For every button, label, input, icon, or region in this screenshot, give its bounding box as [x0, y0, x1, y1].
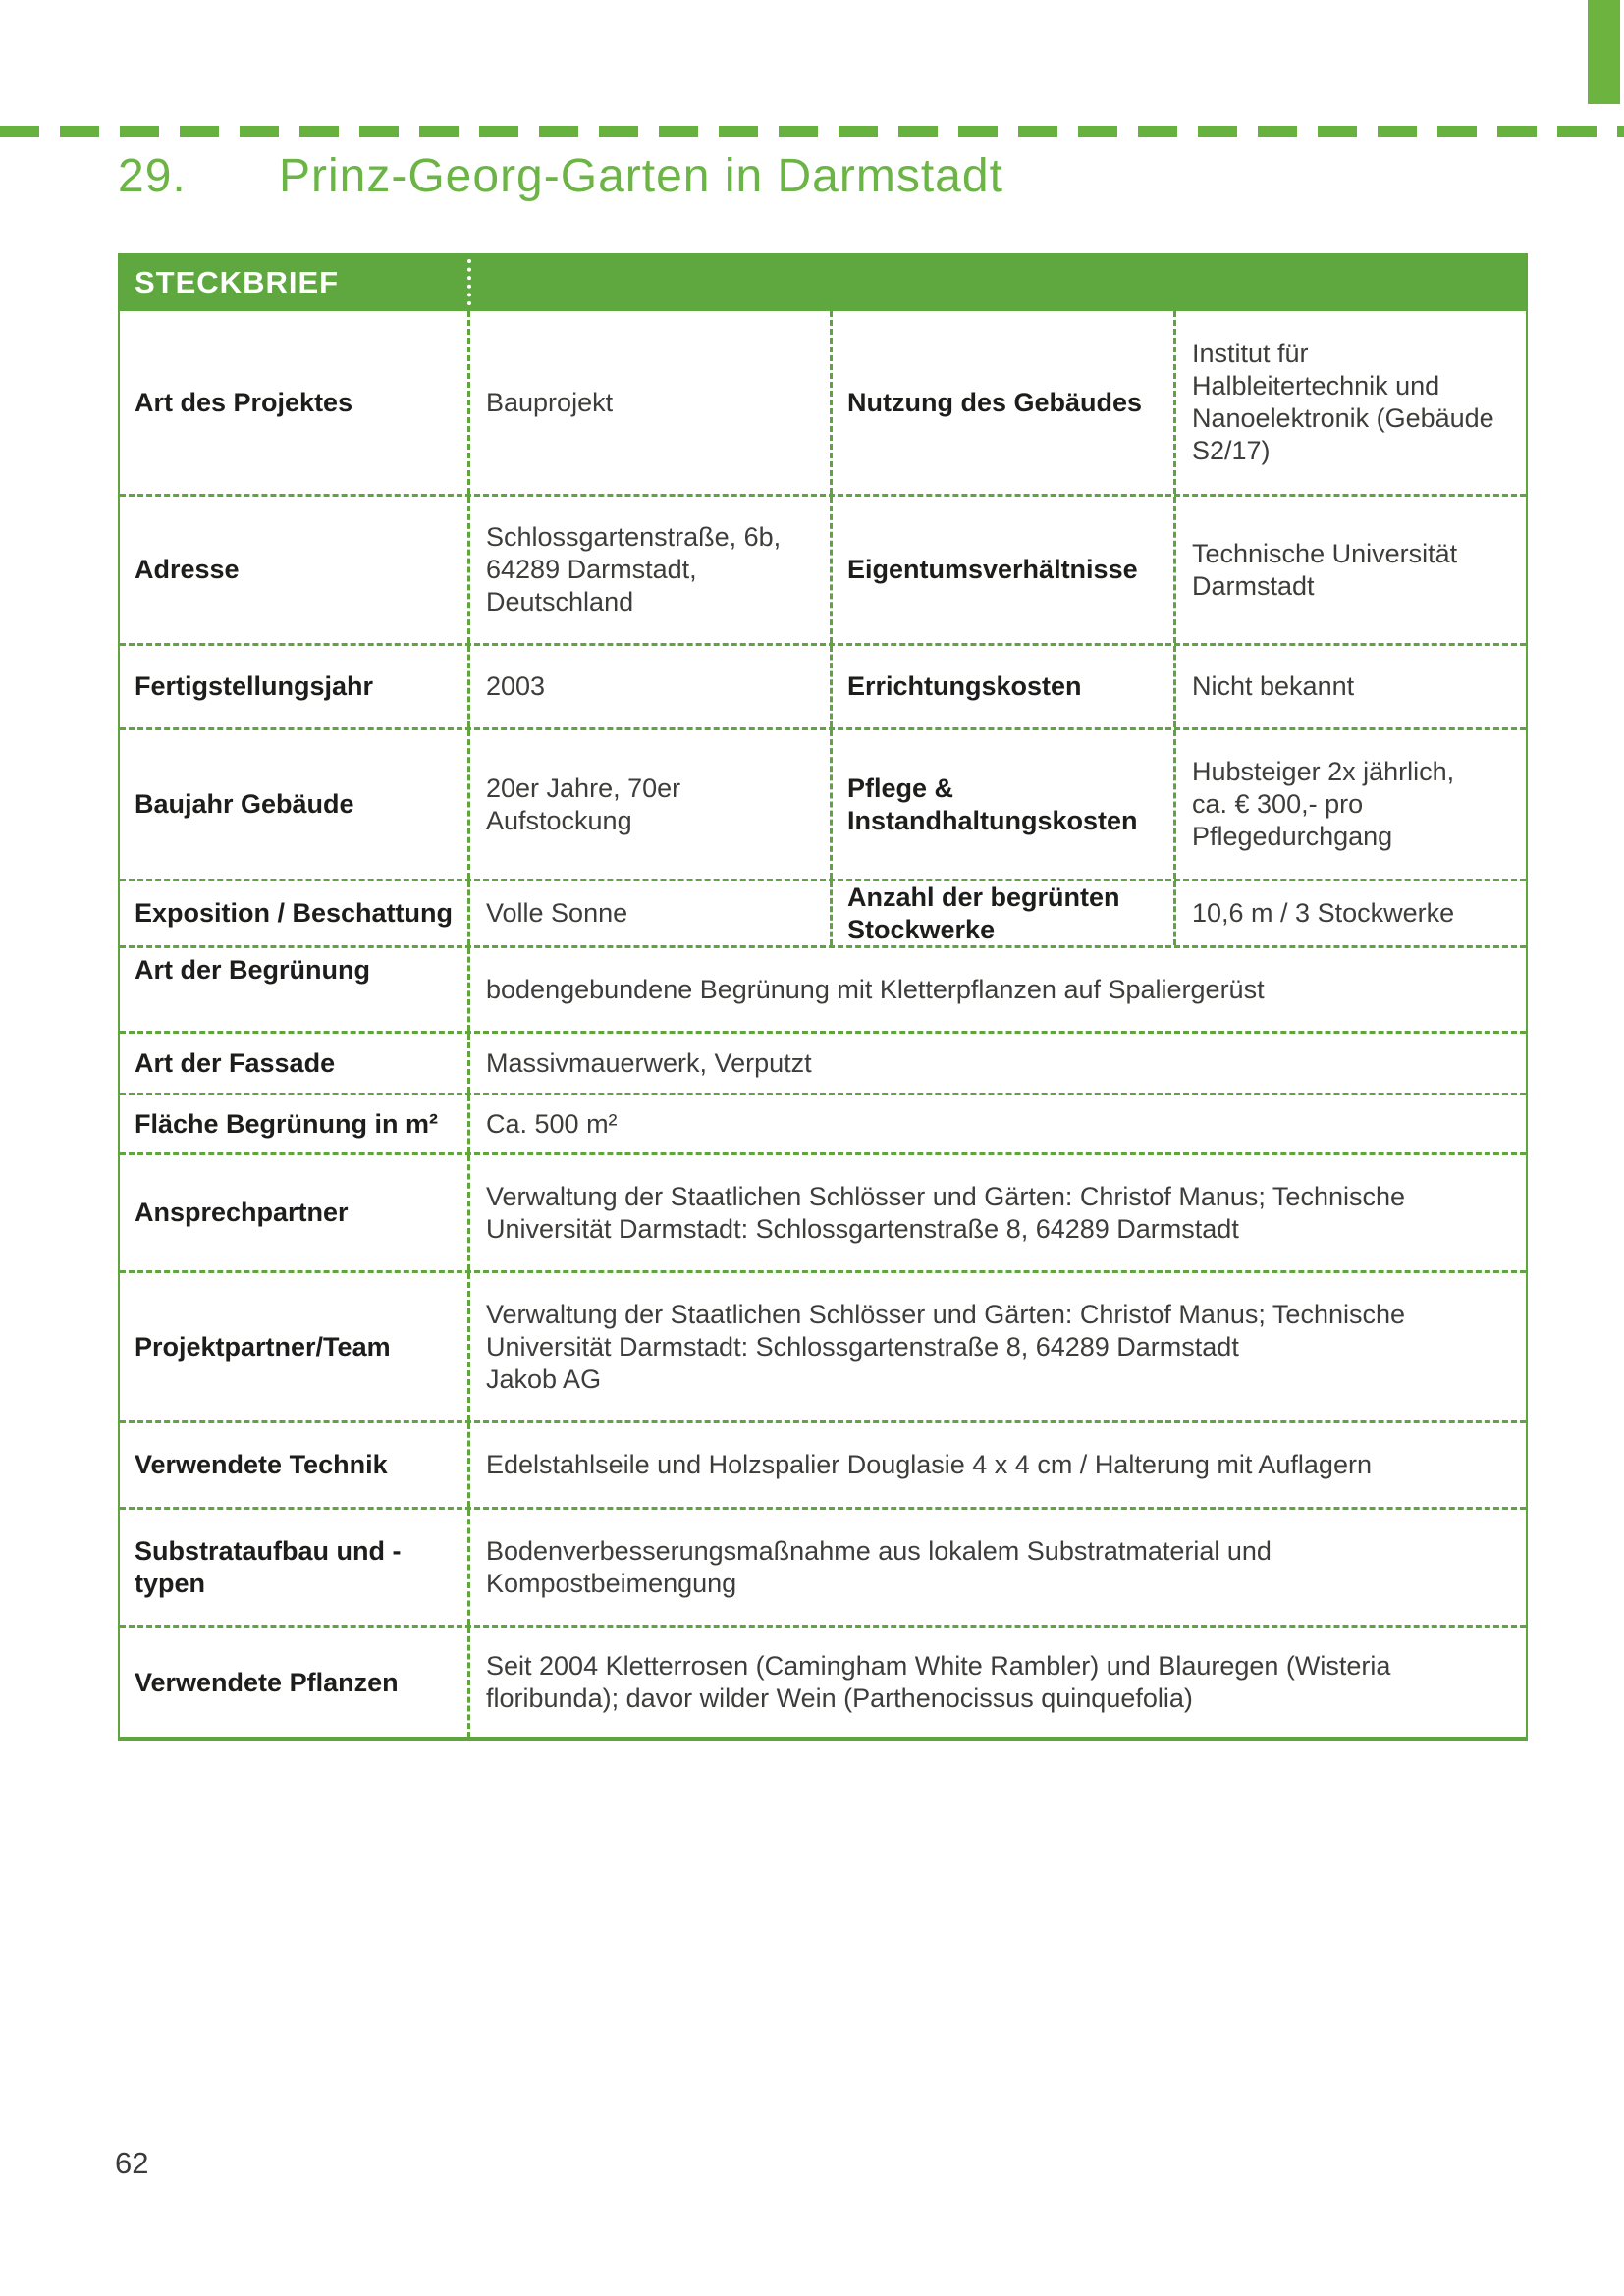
row-value: Bauprojekt [467, 311, 830, 494]
steckbrief-table: STECKBRIEF Art des Projektes Bauprojekt … [118, 253, 1528, 1741]
row-value: Technische Universität Darmstadt [1173, 497, 1526, 643]
row-value: Massivmauerwerk, Verputzt [467, 1034, 1526, 1093]
row-label: Baujahr Gebäude [135, 789, 354, 819]
row-label: Ansprechpartner [135, 1198, 349, 1227]
row-value: Bodenverbesserungsmaßnahme aus lokalem S… [467, 1510, 1526, 1625]
table-row-verwendete-technik: Verwendete Technik Edelstahlseile und Ho… [120, 1420, 1526, 1507]
page-number: 62 [115, 2146, 149, 2180]
table-header-bar: STECKBRIEF [120, 253, 1526, 311]
table-row-exposition: Exposition / Beschattung Volle Sonne Anz… [120, 879, 1526, 945]
row-label: Anzahl der begrünten Stockwerke [830, 881, 1173, 945]
table-row-ansprechpartner: Ansprechpartner Verwaltung der Staatlich… [120, 1152, 1526, 1270]
row-value: 2003 [467, 646, 830, 727]
row-value: Hubsteiger 2x jährlich, ca. € 300,- pro … [1173, 730, 1526, 879]
section-number: 29. [118, 150, 187, 202]
row-value: bodengebundene Begrünung mit Kletterpfla… [467, 948, 1526, 1031]
table-row-baujahr-gebaeude: Baujahr Gebäude 20er Jahre, 70er Aufstoc… [120, 727, 1526, 879]
table-row-substrataufbau: Substrataufbau und - typen Bodenverbesse… [120, 1507, 1526, 1625]
row-label: Nutzung des Gebäudes [830, 311, 1173, 494]
row-label: Art des Projektes [135, 387, 353, 417]
row-label: Verwendete Technik [135, 1450, 388, 1479]
header-dotted-divider [467, 259, 471, 305]
row-label: Verwendete Pflanzen [135, 1667, 399, 1697]
row-label: Pflege & Instandhaltungskosten [830, 730, 1173, 879]
table-header-label: STECKBRIEF [135, 264, 340, 299]
row-value: Volle Sonne [467, 881, 830, 945]
corner-tab [1588, 0, 1620, 104]
page-title: 29. Prinz-Georg-Garten in Darmstadt [118, 149, 1296, 203]
row-value: Institut für Halbleitertechnik und Nanoe… [1173, 311, 1526, 494]
row-label: Art der Fassade [135, 1047, 336, 1078]
row-value: Verwaltung der Staatlichen Schlösser und… [467, 1273, 1526, 1420]
row-value: Nicht bekannt [1173, 646, 1526, 727]
table-row-art-des-projektes: Art des Projektes Bauprojekt Nutzung des… [120, 311, 1526, 494]
row-label: Art der Begrünung [135, 955, 370, 985]
table-row-verwendete-pflanzen: Verwendete Pflanzen Seit 2004 Kletterros… [120, 1625, 1526, 1737]
row-value: 10,6 m / 3 Stockwerke [1173, 881, 1526, 945]
row-label: Substrataufbau und - typen [135, 1535, 402, 1598]
row-value: 20er Jahre, 70er Aufstockung [467, 730, 830, 879]
row-value: Edelstahlseile und Holzspalier Douglasie… [467, 1423, 1526, 1507]
table-row-adresse: Adresse Schlossgartenstraße, 6b, 64289 D… [120, 494, 1526, 643]
row-label: Eigentumsverhältnisse [830, 497, 1173, 643]
row-value: Schlossgartenstraße, 6b, 64289 Darmstadt… [467, 497, 830, 643]
table-row-fertigstellungsjahr: Fertigstellungsjahr 2003 Errichtungskost… [120, 643, 1526, 727]
dashed-top-divider [0, 126, 1624, 137]
table-row-art-der-begruenung: Art der Begrünung bodengebundene Begrünu… [120, 945, 1526, 1031]
row-label: Exposition / Beschattung [135, 898, 454, 928]
row-value: Ca. 500 m² [467, 1095, 1526, 1152]
row-value: Verwaltung der Staatlichen Schlösser und… [467, 1155, 1526, 1270]
table-row-flaeche-begruenung: Fläche Begrünung in m² Ca. 500 m² [120, 1093, 1526, 1152]
row-label: Fläche Begrünung in m² [135, 1108, 439, 1139]
section-title-text: Prinz-Georg-Garten in Darmstadt [279, 150, 1003, 202]
table-row-projektpartner: Projektpartner/Team Verwaltung der Staat… [120, 1270, 1526, 1420]
table-row-art-der-fassade: Art der Fassade Massivmauerwerk, Verputz… [120, 1031, 1526, 1093]
row-label: Adresse [135, 555, 240, 584]
row-value: Seit 2004 Kletterrosen (Camingham White … [467, 1628, 1526, 1737]
row-label: Projektpartner/Team [135, 1331, 391, 1362]
row-label: Errichtungskosten [830, 646, 1173, 727]
row-label: Fertigstellungsjahr [135, 671, 374, 701]
